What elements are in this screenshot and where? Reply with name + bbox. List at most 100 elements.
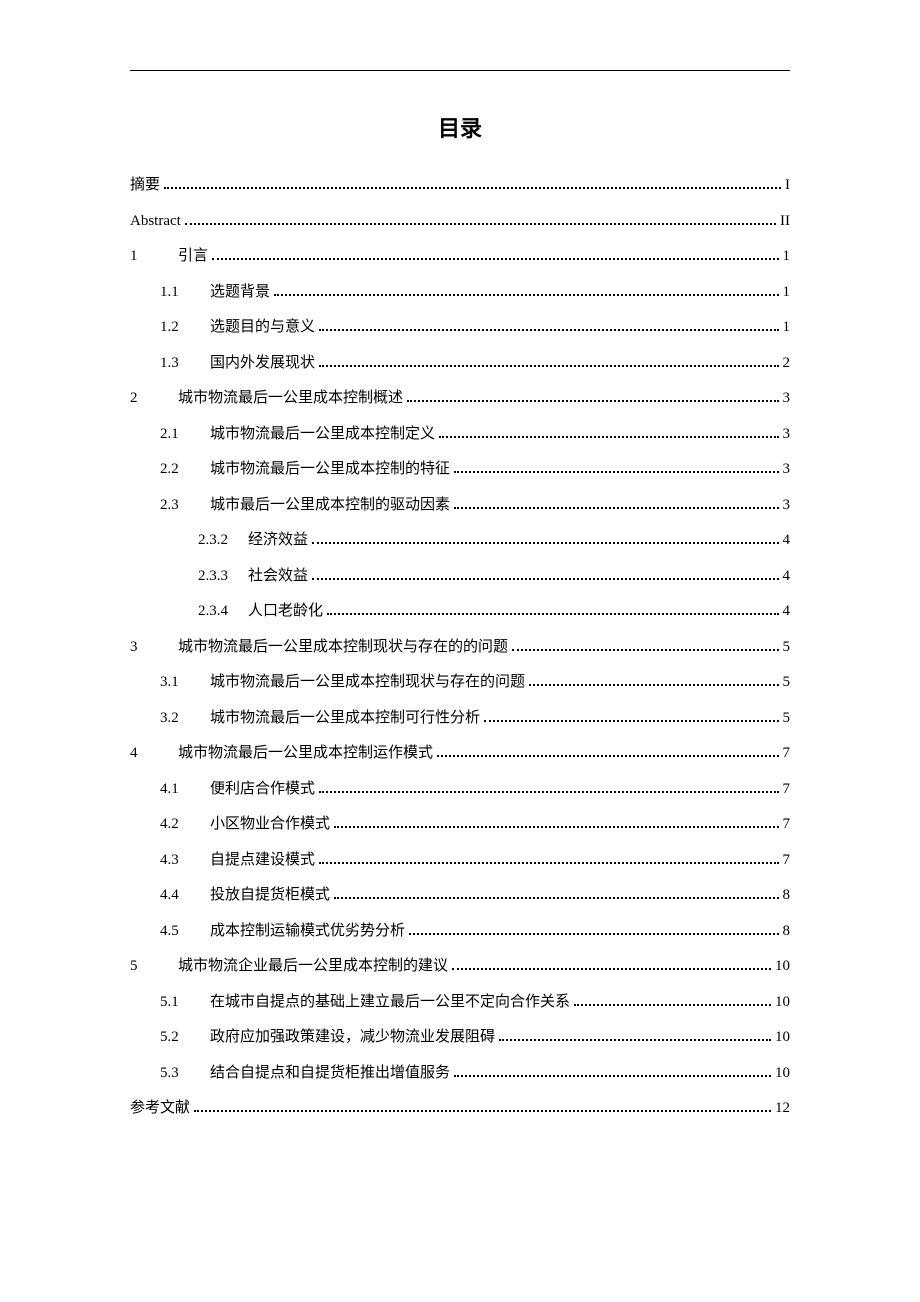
toc-entry-page: 10 [775,1025,790,1051]
toc-entry-text: 结合自提点和自提货柜推出增值服务 [210,1061,450,1087]
toc-entry-page: 5 [783,670,791,696]
toc-entry: 5城市物流企业最后一公里成本控制的建议10 [130,954,790,980]
toc-leader-dots [334,897,778,899]
toc-entry-text: 经济效益 [248,528,308,554]
toc-entry-page: II [780,209,790,235]
toc-entry-number: 1 [130,244,166,270]
toc-leader-dots [312,578,778,580]
toc-entry: 1.3国内外发展现状2 [130,351,790,377]
toc-title: 目录 [130,111,790,143]
toc-entry-number: 1.1 [160,280,198,306]
toc-leader-dots [409,933,778,935]
toc-entry-number: 4.5 [160,919,198,945]
toc-entry-text: Abstract [130,209,181,235]
toc-leader-dots [185,223,776,225]
toc-entry-page: 1 [783,244,791,270]
toc-leader-dots [437,755,778,757]
toc-entry-page: 3 [783,386,791,412]
toc-entry-number: 5.3 [160,1061,198,1087]
toc-entry-text: 城市物流企业最后一公里成本控制的建议 [178,954,448,980]
toc-leader-dots [439,436,778,438]
toc-entry: 1.2 选题目的与意义 1 [130,315,790,341]
toc-entry-page: 3 [783,422,791,448]
toc-entry-page: 1 [783,315,791,341]
toc-entry-text: 国内外发展现状 [210,351,315,377]
toc-entry: 2.1 城市物流最后一公里成本控制定义 3 [130,422,790,448]
toc-entry-number: 4.1 [160,777,198,803]
toc-entry-page: 7 [783,741,791,767]
toc-entry: Abstract II [130,209,790,235]
toc-entry-page: 5 [783,635,791,661]
toc-entry-text: 城市物流最后一公里成本控制定义 [210,422,435,448]
toc-leader-dots [334,826,778,828]
toc-entry-number: 5.1 [160,990,198,1016]
toc-entry: 5.1在城市自提点的基础上建立最后一公里不定向合作关系10 [130,990,790,1016]
toc-entry-number: 4.4 [160,883,198,909]
toc-entry-number: 1.3 [160,351,198,377]
toc-entry: 4.1便利店合作模式7 [130,777,790,803]
toc-entry-text: 城市物流最后一公里成本控制的特征 [210,457,450,483]
toc-leader-dots [327,613,778,615]
toc-leader-dots [454,1075,771,1077]
toc-entry: 4.2小区物业合作模式7 [130,812,790,838]
toc-entry-number: 2.3 [160,493,198,519]
toc-entry-text: 投放自提货柜模式 [210,883,330,909]
toc-entry-page: 1 [783,280,791,306]
toc-entry-text: 城市物流最后一公里成本控制现状与存在的的问题 [178,635,508,661]
toc-leader-dots [484,720,778,722]
toc-entry: 参考文献12 [130,1096,790,1122]
toc-entry: 3 城市物流最后一公里成本控制现状与存在的的问题 5 [130,635,790,661]
toc-entry: 4.5成本控制运输模式优劣势分析8 [130,919,790,945]
toc-leader-dots [512,649,778,651]
toc-entry: 2.3 城市最后一公里成本控制的驱动因素 3 [130,493,790,519]
toc-entry: 1 引言 1 [130,244,790,270]
toc-entry-page: 8 [783,883,791,909]
toc-entry: 4城市物流最后一公里成本控制运作模式7 [130,741,790,767]
toc-entry-text: 城市物流最后一公里成本控制运作模式 [178,741,433,767]
toc-entry-text: 城市物流最后一公里成本控制现状与存在的问题 [210,670,525,696]
toc-entry-text: 参考文献 [130,1096,190,1122]
toc-entry: 2.3.4人口老龄化4 [130,599,790,625]
toc-entry-number: 3.1 [160,670,198,696]
toc-entry-text: 小区物业合作模式 [210,812,330,838]
toc-entry-number: 3 [130,635,166,661]
toc-leader-dots [212,258,778,260]
toc-container: 摘要IAbstractII1引言11.1选题背景11.2选题目的与意义11.3国… [130,173,790,1122]
toc-entry: 2.3.3社会效益4 [130,564,790,590]
toc-entry-text: 引言 [178,244,208,270]
toc-leader-dots [407,400,778,402]
toc-leader-dots [312,542,778,544]
toc-entry: 4.4 投放自提货柜模式 8 [130,883,790,909]
toc-entry-page: 7 [783,777,791,803]
toc-leader-dots [319,862,778,864]
toc-entry: 2城市物流最后一公里成本控制概述3 [130,386,790,412]
toc-entry: 1.1选题背景1 [130,280,790,306]
toc-entry-text: 社会效益 [248,564,308,590]
toc-entry-page: I [785,173,790,199]
toc-entry-number: 1.2 [160,315,198,341]
toc-leader-dots [574,1004,771,1006]
toc-entry: 3.1 城市物流最后一公里成本控制现状与存在的问题 5 [130,670,790,696]
toc-leader-dots [194,1110,771,1112]
toc-entry-page: 8 [783,919,791,945]
toc-entry: 摘要I [130,173,790,199]
toc-leader-dots [319,329,778,331]
toc-entry-number: 4.3 [160,848,198,874]
toc-entry-text: 自提点建设模式 [210,848,315,874]
toc-leader-dots [454,507,778,509]
toc-entry-page: 3 [783,493,791,519]
toc-entry-number: 2.3.2 [198,528,236,554]
toc-entry-number: 2 [130,386,166,412]
toc-entry: 5.3 结合自提点和自提货柜推出增值服务 10 [130,1061,790,1087]
toc-entry-page: 10 [775,990,790,1016]
toc-entry-page: 10 [775,1061,790,1087]
toc-leader-dots [529,684,778,686]
toc-entry-text: 选题目的与意义 [210,315,315,341]
toc-leader-dots [164,187,781,189]
toc-entry: 3.2城市物流最后一公里成本控制可行性分析5 [130,706,790,732]
toc-entry-number: 2.1 [160,422,198,448]
toc-entry-page: 5 [783,706,791,732]
header-divider [130,70,790,71]
toc-leader-dots [319,365,778,367]
toc-entry-text: 城市最后一公里成本控制的驱动因素 [210,493,450,519]
